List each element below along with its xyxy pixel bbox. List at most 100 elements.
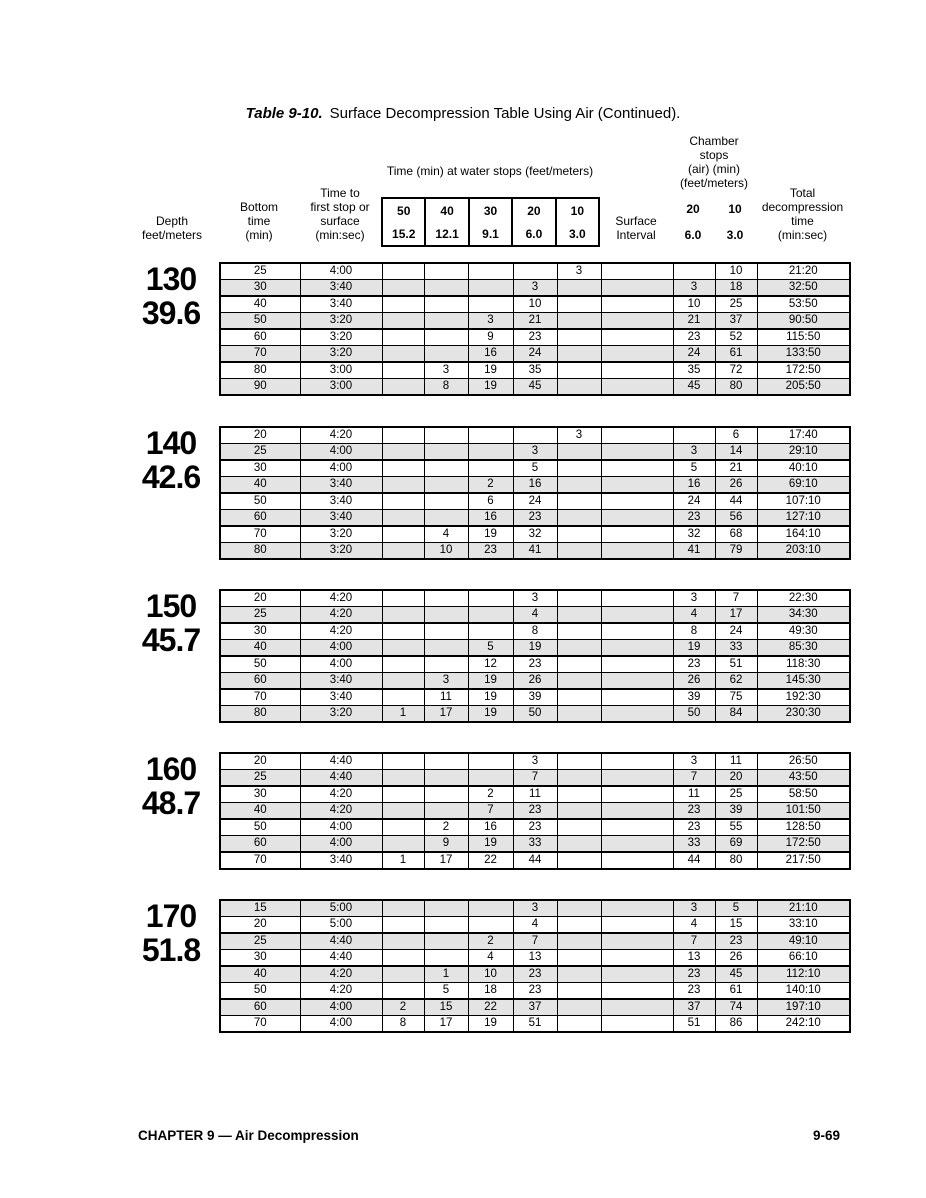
cell-surface_interval bbox=[600, 785, 674, 803]
cell-total_time: 66:10 bbox=[756, 949, 851, 967]
cell-chamber_10: 6 bbox=[714, 426, 758, 444]
cell-ws_30: 5 bbox=[467, 639, 514, 657]
depth-label: 130 39.6 bbox=[124, 262, 218, 330]
cell-bottom_time: 30 bbox=[219, 279, 301, 297]
cell-ws_20: 4 bbox=[512, 606, 558, 624]
cell-ws_20: 50 bbox=[512, 705, 558, 723]
cell-first_stop: 4:00 bbox=[299, 1015, 383, 1033]
cell-ws_40 bbox=[423, 492, 469, 510]
table-row: 70 3:40 1 17 22 44 44 80 217:50 bbox=[219, 851, 851, 870]
cell-bottom_time: 25 bbox=[219, 769, 301, 787]
cell-ws_30: 23 bbox=[467, 542, 514, 560]
cell-ws_50 bbox=[381, 262, 425, 280]
cell-bottom_time: 40 bbox=[219, 639, 301, 657]
cell-surface_interval bbox=[600, 998, 674, 1016]
table-row: 80 3:20 1 17 19 50 50 84 230:30 bbox=[219, 705, 851, 723]
cell-bottom_time: 60 bbox=[219, 998, 301, 1016]
cell-ws_30 bbox=[467, 262, 514, 280]
cell-ws_40: 8 bbox=[423, 378, 469, 396]
cell-first_stop: 3:20 bbox=[299, 542, 383, 560]
cell-ws_50 bbox=[381, 509, 425, 527]
cell-ws_30: 3 bbox=[467, 312, 514, 330]
cell-total_time: 40:10 bbox=[756, 459, 851, 477]
cell-total_time: 242:10 bbox=[756, 1015, 851, 1033]
cell-ws_40: 3 bbox=[423, 361, 469, 379]
cell-ws_40 bbox=[423, 606, 469, 624]
cell-total_time: 145:30 bbox=[756, 672, 851, 690]
cell-ws_50: 1 bbox=[381, 705, 425, 723]
footer-page-number: 9-69 bbox=[812, 1128, 840, 1143]
cell-ws_50 bbox=[381, 949, 425, 967]
cell-ws_50: 2 bbox=[381, 998, 425, 1016]
cell-chamber_20: 24 bbox=[672, 345, 716, 363]
cell-ws_40: 17 bbox=[423, 705, 469, 723]
cell-total_time: 49:10 bbox=[756, 932, 851, 950]
cell-chamber_10: 80 bbox=[714, 378, 758, 396]
cell-bottom_time: 20 bbox=[219, 426, 301, 444]
footer-chapter-title: CHAPTER 9 — Air Decompression bbox=[138, 1128, 359, 1143]
cell-chamber_20 bbox=[672, 426, 716, 444]
cell-ws_30: 19 bbox=[467, 1015, 514, 1033]
water-stop-feet: 20 bbox=[527, 204, 541, 218]
depth-feet: 140 bbox=[145, 425, 197, 461]
cell-total_time: 133:50 bbox=[756, 345, 851, 363]
cell-ws_30 bbox=[467, 589, 514, 607]
cell-first_stop: 4:00 bbox=[299, 443, 383, 461]
water-stop-meters: 3.0 bbox=[568, 227, 586, 241]
cell-bottom_time: 70 bbox=[219, 688, 301, 706]
cell-ws_30: 10 bbox=[467, 965, 514, 983]
cell-ws_50 bbox=[381, 639, 425, 657]
cell-ws_10 bbox=[556, 639, 602, 657]
cell-total_time: 203:10 bbox=[756, 542, 851, 560]
cell-bottom_time: 25 bbox=[219, 606, 301, 624]
cell-first_stop: 4:40 bbox=[299, 932, 383, 950]
cell-ws_40 bbox=[423, 949, 469, 967]
table-row: 15 5:00 3 3 5 21:10 bbox=[219, 899, 851, 917]
cell-surface_interval bbox=[600, 899, 674, 917]
cell-total_time: 29:10 bbox=[756, 443, 851, 461]
cell-ws_10 bbox=[556, 655, 602, 673]
table-row: 50 4:00 12 23 23 51 118:30 bbox=[219, 655, 851, 673]
chamber-column-20: 20 6.0 bbox=[672, 202, 714, 242]
cell-ws_30: 18 bbox=[467, 982, 514, 1000]
cell-surface_interval bbox=[600, 916, 674, 934]
table-row: 60 4:00 2 15 22 37 37 74 197:10 bbox=[219, 998, 851, 1016]
cell-chamber_20: 23 bbox=[672, 982, 716, 1000]
cell-total_time: 33:10 bbox=[756, 916, 851, 934]
table-row: 30 4:40 4 13 13 26 66:10 bbox=[219, 949, 851, 967]
cell-ws_40 bbox=[423, 262, 469, 280]
cell-ws_20: 51 bbox=[512, 1015, 558, 1033]
header-total-time: Total decompression time (min:sec) bbox=[761, 186, 844, 242]
water-stop-feet: 40 bbox=[440, 204, 454, 218]
cell-surface_interval bbox=[600, 752, 674, 770]
cell-ws_50 bbox=[381, 279, 425, 297]
cell-chamber_20: 37 bbox=[672, 998, 716, 1016]
depth-feet: 170 bbox=[145, 898, 197, 934]
cell-total_time: 128:50 bbox=[756, 818, 851, 836]
depth-meters: 42.6 bbox=[141, 459, 201, 495]
table-row: 30 3:40 3 3 18 32:50 bbox=[219, 279, 851, 297]
cell-chamber_20: 19 bbox=[672, 639, 716, 657]
cell-total_time: 101:50 bbox=[756, 802, 851, 820]
cell-ws_40 bbox=[423, 752, 469, 770]
cell-ws_10 bbox=[556, 542, 602, 560]
cell-ws_40 bbox=[423, 509, 469, 527]
cell-ws_10 bbox=[556, 345, 602, 363]
cell-ws_30 bbox=[467, 769, 514, 787]
cell-ws_20: 24 bbox=[512, 492, 558, 510]
cell-ws_30 bbox=[467, 622, 514, 640]
cell-chamber_20: 45 bbox=[672, 378, 716, 396]
cell-ws_50 bbox=[381, 542, 425, 560]
cell-total_time: 22:30 bbox=[756, 589, 851, 607]
cell-ws_20: 23 bbox=[512, 818, 558, 836]
cell-chamber_10: 51 bbox=[714, 655, 758, 673]
cell-ws_30: 22 bbox=[467, 998, 514, 1016]
cell-ws_10 bbox=[556, 835, 602, 853]
cell-chamber_20: 7 bbox=[672, 769, 716, 787]
cell-first_stop: 4:20 bbox=[299, 982, 383, 1000]
cell-first_stop: 3:40 bbox=[299, 279, 383, 297]
cell-ws_20: 26 bbox=[512, 672, 558, 690]
cell-first_stop: 3:20 bbox=[299, 705, 383, 723]
table-row: 20 4:20 3 6 17:40 bbox=[219, 426, 851, 444]
cell-ws_40 bbox=[423, 639, 469, 657]
